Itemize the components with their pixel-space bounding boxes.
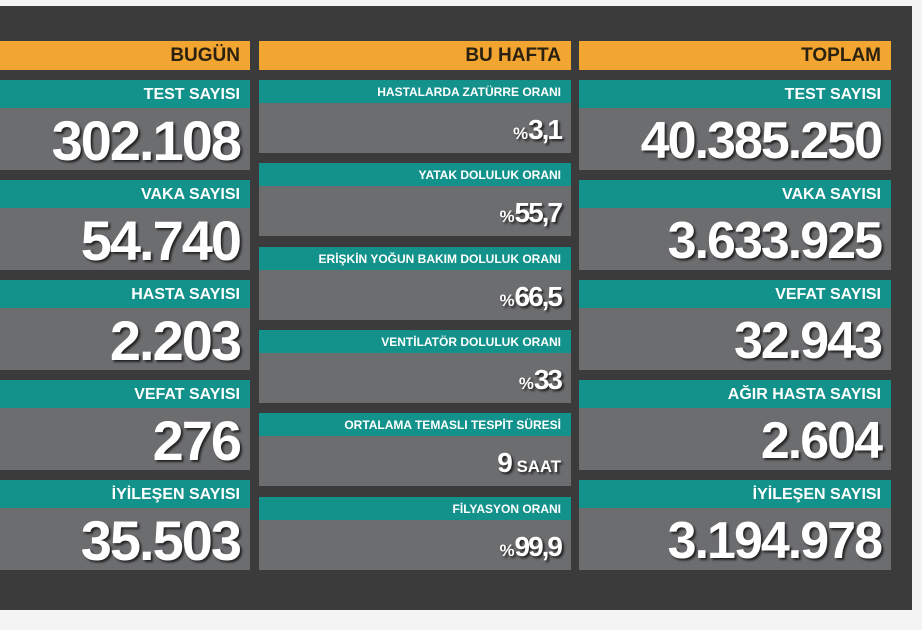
label-text: İYİLEŞEN SAYISI [752,486,881,503]
stat-value: 54.740 [0,208,250,272]
stat-label: İYİLEŞEN SAYISI [0,480,250,508]
stat-value: 40.385.250 [579,108,891,170]
value-text: 302.108 [51,109,242,172]
stat-label: TEST SAYISI [0,80,250,108]
stat-label: FİLYASYON ORANI [259,496,571,520]
value-unit: SAAT [516,457,561,477]
stat-value: 276 [0,408,250,472]
stat-value: %66,5 [259,269,571,320]
stat-value: 2.604 [579,408,891,470]
header-text: BU HAFTA [465,45,561,66]
stat-value: 9 SAAT [259,436,571,487]
label-text: VEFAT SAYISI [775,286,881,303]
value-text: 55,7 [514,197,563,229]
label-text: ORTALAMA TEMASLI TESPİT SÜRESİ [344,418,561,433]
stat-label: VAKA SAYISI [579,180,891,208]
value-text: 276 [152,409,242,472]
column: TOPLAM TEST SAYISI 40.385.250 VAKA SAYISI 3.… [579,41,891,581]
column-header: TOPLAM [579,41,891,70]
stat-value: 32.943 [579,308,891,370]
stat-label: ERİŞKİN YOĞUN BAKIM DOLULUK ORANI [259,246,571,270]
stat-label: AĞIR HASTA SAYISI [579,380,891,408]
value-text: 35.503 [80,509,242,572]
stat-value: 2.203 [0,308,250,372]
stat-label: ORTALAMA TEMASLI TESPİT SÜRESİ [259,413,571,437]
stat-value: %33 [259,352,571,403]
stat-label: VEFAT SAYISI [579,280,891,308]
column-header: BU HAFTA [259,41,571,70]
stat-value: 3.194.978 [579,508,891,570]
value-text: 33 [533,363,563,395]
value-prefix: % [513,124,529,143]
header-text: TOPLAM [801,45,881,66]
stat-label: VENTİLATÖR DOLULUK ORANI [259,329,571,353]
label-text: FİLYASYON ORANI [452,501,561,516]
label-text: VENTİLATÖR DOLULUK ORANI [381,334,561,349]
value-text: 99,9 [514,530,563,562]
value-text: 40.385.250 [640,112,883,170]
label-text: TEST SAYISI [784,86,881,103]
label-text: YATAK DOLULUK ORANI [418,168,561,183]
stat-label: VEFAT SAYISI [0,380,250,408]
stat-value: 35.503 [0,508,250,572]
column: BU HAFTA HASTALARDA ZATÜRRE ORANI %3,1 YATA… [259,41,571,581]
label-text: TEST SAYISI [143,86,240,103]
label-text: ERİŞKİN YOĞUN BAKIM DOLULUK ORANI [318,251,561,266]
value-text: 66,5 [514,280,563,312]
dashboard-panel: BUGÜN TEST SAYISI 302.108 VAKA SAYISI 54.740… [0,6,912,610]
value-text: 2.604 [760,412,883,470]
column: BUGÜN TEST SAYISI 302.108 VAKA SAYISI 54.740… [0,41,250,581]
value-text: 2.203 [109,309,242,372]
stat-label: TEST SAYISI [579,80,891,108]
label-text: VAKA SAYISI [782,186,881,203]
stat-value: %55,7 [259,186,571,237]
value-text: 54.740 [80,209,242,272]
value-prefix: % [499,540,515,560]
stat-value: %3,1 [259,103,571,153]
stat-value: 302.108 [0,108,250,172]
label-text: HASTALARDA ZATÜRRE ORANI [377,85,561,99]
label-text: VAKA SAYISI [141,186,240,203]
value-text: 9 [497,447,513,479]
value-text: 3.194.978 [667,512,883,570]
stat-value: %99,9 [259,519,571,570]
value-text: 32.943 [733,312,883,370]
stat-label: VAKA SAYISI [0,180,250,208]
column-header: BUGÜN [0,41,250,70]
value-prefix: % [499,290,515,310]
label-text: HASTA SAYISI [131,286,240,303]
label-text: VEFAT SAYISI [134,386,240,403]
stat-label: HASTA SAYISI [0,280,250,308]
value-prefix: % [499,207,515,227]
label-text: İYİLEŞEN SAYISI [111,486,240,503]
value-text: 3.633.925 [667,212,883,270]
label-text: AĞIR HASTA SAYISI [727,386,881,403]
value-text: 3,1 [528,114,563,145]
stat-value: 3.633.925 [579,208,891,270]
stat-label: İYİLEŞEN SAYISI [579,480,891,508]
stat-label: HASTALARDA ZATÜRRE ORANI [259,80,571,103]
value-prefix: % [518,373,534,393]
stat-label: YATAK DOLULUK ORANI [259,163,571,187]
header-text: BUGÜN [170,45,240,66]
